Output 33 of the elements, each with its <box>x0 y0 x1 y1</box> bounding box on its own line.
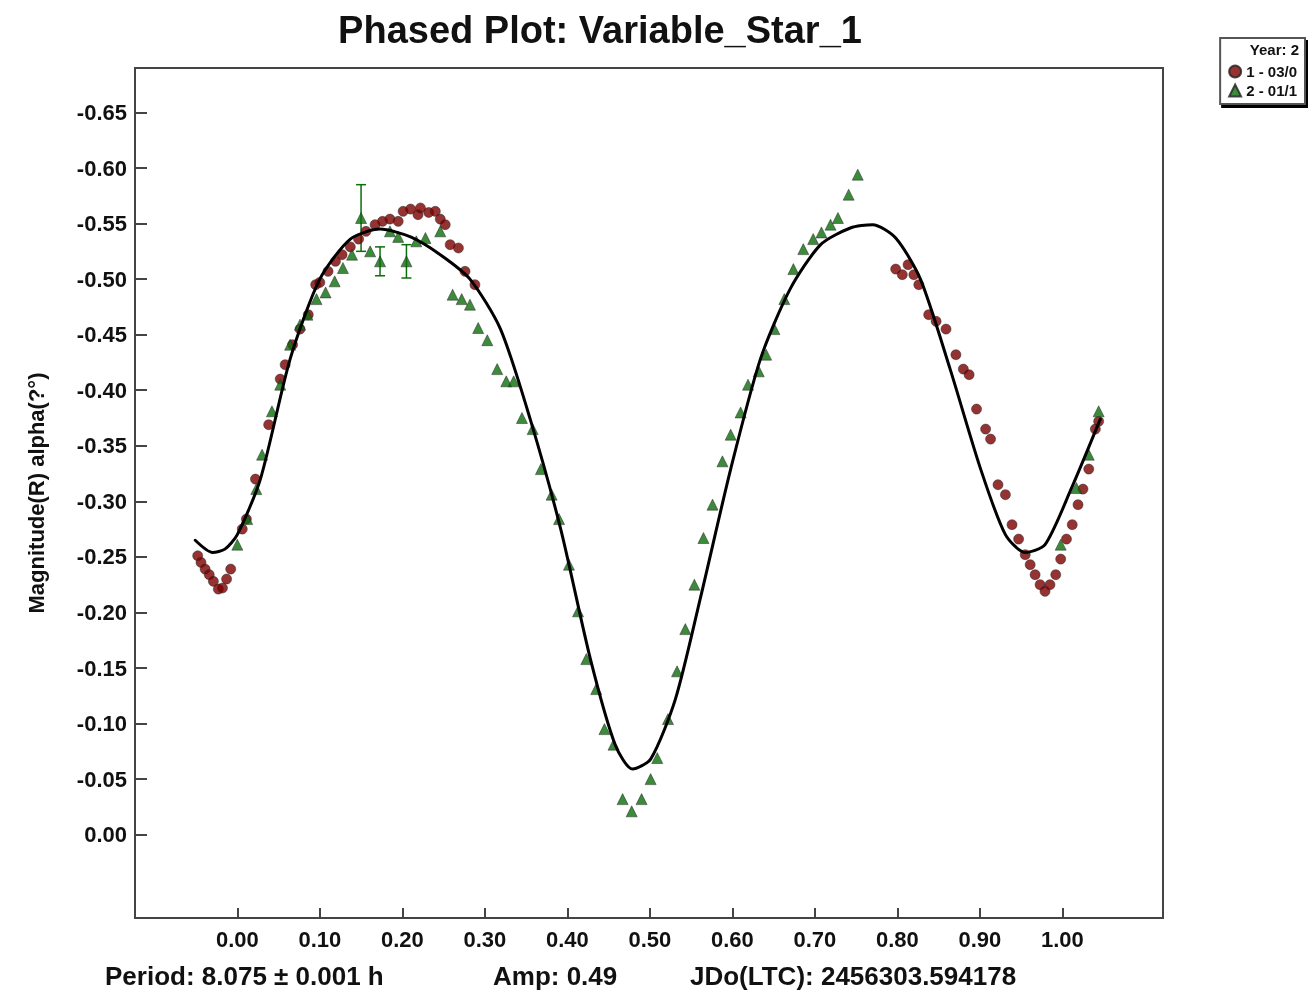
y-tick-label: -0.30 <box>76 488 127 514</box>
x-tick-label: 0.10 <box>298 926 342 952</box>
text: Amp: 0.49 <box>493 961 618 991</box>
x-tick-label: 0.40 <box>545 926 589 952</box>
y-tick-label: -0.05 <box>76 766 127 792</box>
y-tick-label: -0.50 <box>76 266 127 292</box>
y-tick-label: -0.15 <box>76 655 127 681</box>
x-tick-label: 0.30 <box>463 926 507 952</box>
y-tick-label: -0.40 <box>76 377 127 403</box>
x-tick-label: 0.70 <box>793 926 837 952</box>
legend-label: 2 - 01/1 <box>1246 82 1298 99</box>
legend-label: 1 - 03/0 <box>1246 63 1298 80</box>
text: Period: 8.075 ± 0.001 h <box>105 961 384 991</box>
chart-title: Phased Plot: Variable_Star_1 <box>338 9 862 51</box>
y-tick-label: -0.20 <box>76 599 127 625</box>
legend-title: Year: 2 <box>1249 41 1300 58</box>
y-tick-label: -0.55 <box>76 211 127 237</box>
y-tick-label: 0.00 <box>84 822 127 848</box>
x-tick-label: 0.50 <box>628 926 672 952</box>
y-tick-label: -0.65 <box>76 99 127 125</box>
y-tick-label: -0.45 <box>76 322 127 348</box>
y-axis-title: Magnitude(R) alpha(?°) <box>23 372 49 614</box>
x-tick-label: 1.00 <box>1040 926 1084 952</box>
x-tick-label: 0.00 <box>215 926 259 952</box>
x-tick-label: 0.90 <box>958 926 1002 952</box>
x-tick-label: 0.20 <box>380 926 424 952</box>
y-tick-label: -0.25 <box>76 544 127 570</box>
x-tick-label: 0.80 <box>875 926 919 952</box>
x-tick-label: 0.60 <box>710 926 754 952</box>
text: JDo(LTC): 2456303.594178 <box>690 961 1017 991</box>
y-tick-label: -0.60 <box>76 155 127 181</box>
y-tick-label: -0.10 <box>76 711 127 737</box>
y-tick-label: -0.35 <box>76 433 127 459</box>
